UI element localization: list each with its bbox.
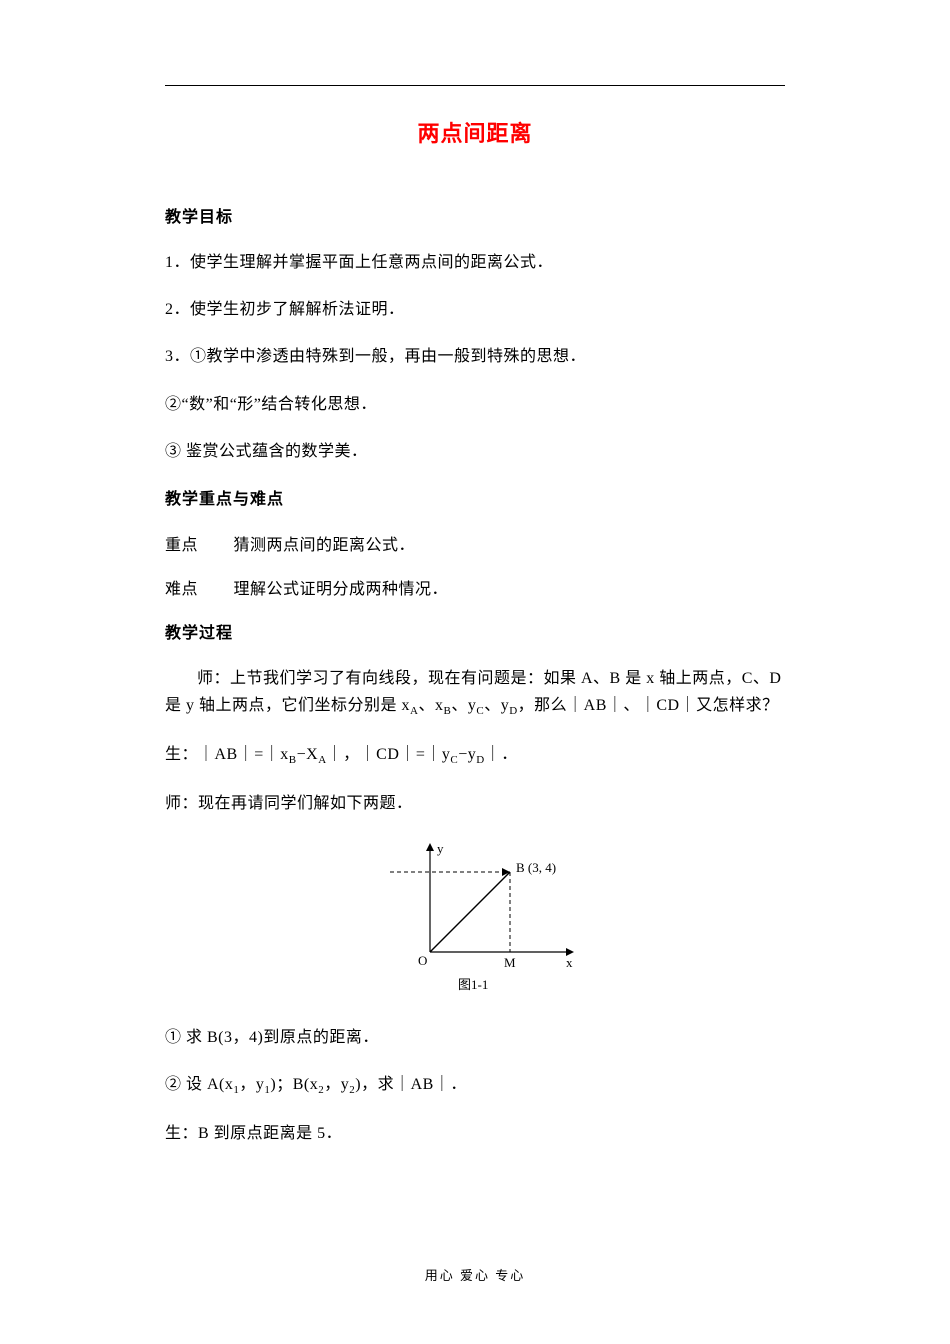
figure-1-1: y x O B (3, 4) M 图1-1: [165, 837, 785, 1002]
s1-pre: 生：｜AB｜=｜x: [165, 746, 289, 763]
q2-end: )，求｜AB｜．: [355, 1076, 467, 1093]
coordinate-graph: y x O B (3, 4) M 图1-1: [370, 837, 580, 997]
question-2: ② 设 A(x1，y1)；B(x2，y2)，求｜AB｜．: [165, 1071, 785, 1100]
s1-s2: A: [318, 754, 326, 766]
goal-item-3: 3．①教学中渗透由特殊到一般，再由一般到特殊的思想．: [165, 343, 785, 370]
t3: 、y: [484, 697, 509, 714]
t4: ，那么｜AB｜、｜CD｜又怎样求？: [518, 697, 779, 714]
origin-label: O: [418, 953, 427, 968]
point-b-label: B (3, 4): [516, 860, 556, 875]
goal-item-3c: ③ 鉴赏公式蕴含的数学美．: [165, 438, 785, 465]
document-title: 两点间距离: [165, 116, 785, 148]
y-axis-label: y: [437, 841, 444, 856]
zhongdian-label: 重点: [165, 531, 229, 555]
goals-heading: 教学目标: [165, 203, 785, 227]
keypoints-heading: 教学重点与难点: [165, 485, 785, 509]
s1-s4: D: [476, 754, 484, 766]
q2-m1: ，y: [239, 1076, 264, 1093]
sub-c: C: [476, 705, 484, 717]
s1-m2: ｜，｜CD｜=｜y: [327, 746, 451, 763]
t1: 、x: [418, 697, 443, 714]
keypoint-nandian: 难点 理解公式证明分成两种情况．: [165, 575, 785, 599]
x-axis-label: x: [566, 955, 573, 970]
goal-item-3b: ②“数”和“形”结合转化思想．: [165, 391, 785, 418]
s1-s1: B: [289, 754, 297, 766]
page-footer: 用心 爱心 专心: [0, 1265, 950, 1284]
point-m-label: M: [504, 955, 516, 970]
s1-m3: −y: [458, 746, 476, 763]
goal-item-1: 1．使学生理解并掌握平面上任意两点间的距离公式．: [165, 249, 785, 276]
q2-m3: ，y: [324, 1076, 349, 1093]
t2: 、y: [451, 697, 476, 714]
teacher-line-2: 师：现在再请同学们解如下两题．: [165, 790, 785, 817]
y-axis-arrow-icon: [426, 843, 434, 851]
goal-item-2: 2．使学生初步了解解析法证明．: [165, 296, 785, 323]
s1-end: ｜．: [485, 746, 518, 763]
figure-caption: 图1-1: [458, 977, 488, 992]
sub-d: D: [509, 705, 517, 717]
top-horizontal-rule: [165, 85, 785, 86]
process-heading: 教学过程: [165, 619, 785, 643]
question-1: ① 求 B(3，4)到原点的距离．: [165, 1024, 785, 1051]
nandian-label: 难点: [165, 575, 229, 599]
student-line-2: 生：B 到原点距离是 5．: [165, 1120, 785, 1147]
student-line-1: 生：｜AB｜=｜xB−XA｜，｜CD｜=｜yC−yD｜．: [165, 741, 785, 770]
point-b-arrow-icon: [502, 868, 510, 876]
nandian-text: 理解公式证明分成两种情况．: [234, 581, 449, 598]
line-ob: [430, 872, 510, 952]
q2-m2: )；B(x: [270, 1076, 318, 1093]
document-page: 两点间距离 教学目标 1．使学生理解并掌握平面上任意两点间的距离公式． 2．使学…: [0, 0, 950, 1207]
keypoint-zhongdian: 重点 猜测两点间的距离公式．: [165, 531, 785, 555]
q2-pre: ② 设 A(x: [165, 1076, 233, 1093]
teacher-line-1: 师：上节我们学习了有向线段，现在有问题是：如果 A、B 是 x 轴上两点，C、D…: [165, 665, 785, 721]
zhongdian-text: 猜测两点间的距离公式．: [234, 537, 416, 554]
s1-m1: −X: [297, 746, 319, 763]
